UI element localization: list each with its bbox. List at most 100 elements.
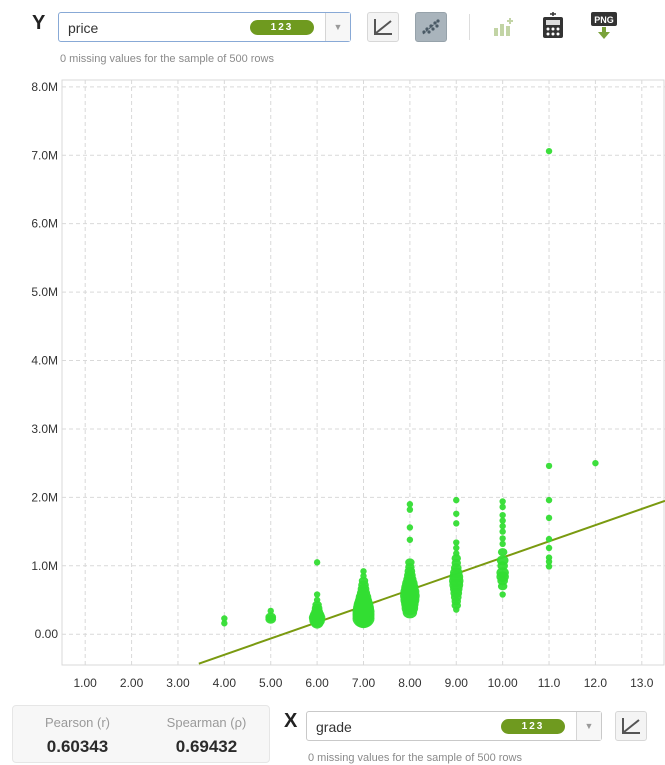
y-axis-letter: Y	[32, 12, 46, 34]
data-point[interactable]	[221, 620, 228, 627]
y-tick-label: 3.0M	[31, 422, 58, 436]
x-tick-label: 12.0	[584, 676, 608, 690]
y-tick-label: 2.0M	[31, 490, 58, 504]
x-tick-label: 8.00	[398, 676, 422, 690]
data-point[interactable]	[545, 462, 553, 470]
x-field-name: grade	[316, 719, 352, 735]
y-tick-label: 1.0M	[31, 559, 58, 573]
data-point[interactable]	[499, 522, 506, 530]
x-tick-label: 13.0	[630, 676, 654, 690]
data-point[interactable]	[545, 558, 553, 565]
data-point[interactable]	[499, 511, 506, 519]
data-point[interactable]	[406, 536, 414, 543]
data-point[interactable]	[545, 496, 553, 504]
x-tick-label: 3.00	[166, 676, 190, 690]
data-point[interactable]	[313, 559, 321, 566]
png-export-icon: PNG	[591, 12, 617, 39]
data-point[interactable]	[453, 510, 460, 517]
calculator-button[interactable]	[537, 10, 569, 40]
regression-line-button[interactable]	[367, 12, 399, 42]
data-point[interactable]	[453, 496, 460, 504]
data-point[interactable]	[497, 548, 508, 557]
add-chart-button[interactable]	[487, 12, 519, 42]
trend-line	[198, 499, 665, 665]
data-point[interactable]	[406, 524, 414, 531]
data-point[interactable]	[221, 615, 228, 622]
data-point[interactable]	[453, 606, 460, 613]
data-point[interactable]	[355, 614, 372, 629]
calculator-icon	[543, 12, 563, 38]
data-point[interactable]	[313, 591, 321, 598]
y-tick-labels: 0.00 1.0M 2.0M 3.0M 4.0M 5.0M 6.0M 7.0M 8.0M	[31, 80, 58, 641]
data-point[interactable]	[497, 582, 508, 591]
x-regression-line-button[interactable]	[615, 711, 647, 741]
x-tick-label: 7.00	[352, 676, 376, 690]
data-point[interactable]	[545, 514, 553, 522]
toolbar-divider	[469, 14, 470, 40]
regression-line-icon	[374, 19, 392, 35]
x-tick-label: 10.00	[488, 676, 518, 690]
x-tick-label: 11.0	[538, 676, 561, 690]
data-point[interactable]	[267, 607, 274, 615]
data-point[interactable]	[453, 520, 460, 527]
x-tick-label: 4.00	[213, 676, 237, 690]
pearson-value: 0.60343	[46, 737, 109, 756]
data-point[interactable]	[499, 528, 506, 535]
regression-line-icon	[622, 718, 640, 734]
y-tick-label: 8.0M	[31, 80, 58, 94]
y-field-name: price	[68, 20, 99, 36]
x-tick-labels: 1.00 2.00 3.00 4.00 5.00 6.00 7.00 8.00 9.00 10.0…	[74, 676, 654, 690]
chevron-down-icon[interactable]: ▼	[576, 712, 601, 740]
data-point[interactable]	[310, 617, 324, 629]
correlation-card: Pearson (r) 0.60343 Spearman (ρ) 0.69432	[12, 705, 270, 763]
y-missing-note: 0 missing values for the sample of 500 r…	[60, 53, 274, 65]
x-tick-label: 6.00	[305, 676, 329, 690]
data-point[interactable]	[406, 506, 414, 513]
data-point[interactable]	[402, 606, 418, 619]
png-label: PNG	[594, 15, 614, 25]
data-point[interactable]	[545, 535, 553, 543]
points-layer	[221, 147, 599, 629]
data-point[interactable]	[265, 614, 277, 624]
data-point[interactable]	[545, 563, 553, 570]
scatter-toggle-icon	[422, 19, 440, 35]
x-tick-label: 9.00	[445, 676, 469, 690]
x-field-select[interactable]: grade 123 ▼	[306, 711, 602, 741]
data-point[interactable]	[499, 498, 506, 505]
data-point[interactable]	[406, 501, 414, 508]
data-point[interactable]	[499, 517, 506, 524]
trend-line-layer	[198, 499, 665, 665]
data-point[interactable]	[592, 459, 599, 467]
chevron-down-icon[interactable]: ▼	[325, 13, 350, 41]
data-point[interactable]	[499, 503, 506, 511]
data-point[interactable]	[360, 568, 367, 575]
pearson-label: Pearson (r)	[44, 715, 111, 730]
data-point[interactable]	[499, 535, 506, 542]
data-point[interactable]	[499, 540, 506, 548]
scatter-toggle-button[interactable]	[415, 12, 447, 42]
y-field-select[interactable]: price 123 ▼	[58, 12, 351, 42]
data-point[interactable]	[545, 544, 553, 552]
x-axis-letter: X	[284, 710, 298, 732]
y-type-badge: 123	[250, 20, 314, 35]
data-point[interactable]	[499, 591, 506, 598]
data-point[interactable]	[453, 544, 460, 552]
x-tick-label: 2.00	[120, 676, 144, 690]
spearman-label: Spearman (ρ)	[166, 715, 247, 730]
y-tick-label: 7.0M	[31, 148, 58, 162]
y-tick-label: 4.0M	[31, 354, 58, 368]
x-type-badge: 123	[501, 719, 565, 734]
y-tick-label: 5.0M	[31, 285, 58, 299]
png-export-button[interactable]: PNG	[588, 10, 620, 40]
y-tick-label: 6.0M	[31, 217, 58, 231]
x-tick-label: 1.00	[74, 676, 98, 690]
x-tick-label: 5.00	[259, 676, 283, 690]
data-point[interactable]	[453, 539, 460, 546]
spearman-value: 0.69432	[175, 737, 238, 756]
chart-grid	[61, 79, 665, 666]
x-missing-note: 0 missing values for the sample of 500 r…	[308, 752, 522, 764]
scatter-chart: 0.00 1.0M 2.0M 3.0M 4.0M 5.0M 6.0M 7.0M 8.0M 1.0…	[31, 79, 665, 690]
y-tick-label: 0.00	[35, 627, 59, 641]
data-point[interactable]	[545, 147, 553, 155]
add-chart-icon	[494, 18, 513, 36]
